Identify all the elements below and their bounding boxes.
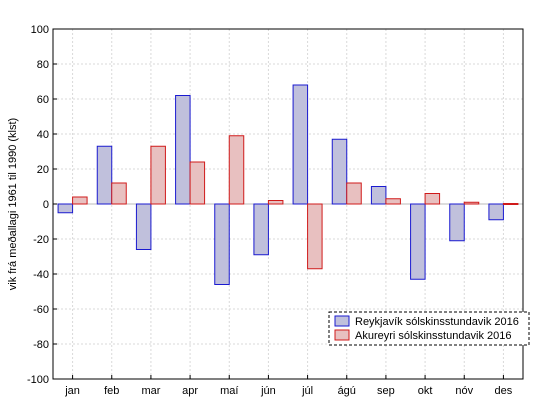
y-tick-label: -80 bbox=[33, 339, 49, 351]
x-tick-label-apr: apr bbox=[182, 385, 198, 397]
bar-series2-júl bbox=[307, 203, 323, 270]
bar-series2-sep bbox=[385, 198, 401, 205]
x-tick-label-okt: okt bbox=[418, 385, 433, 397]
x-tick-label-feb: feb bbox=[104, 385, 119, 397]
bar-series1-feb bbox=[96, 145, 113, 205]
bar-series2-jan bbox=[72, 196, 88, 205]
bar-series2-okt bbox=[424, 193, 441, 205]
x-tick-label-júl: júl bbox=[301, 385, 313, 397]
bar-series1-ágú bbox=[331, 138, 348, 205]
bar-series2-apr bbox=[189, 161, 206, 205]
bar-series2-maí bbox=[228, 135, 245, 205]
legend: Reykjavík sólskinsstundavik 2016 Akureyri… bbox=[328, 311, 530, 346]
tick-layer: -100 -80 -60 -40 -20 0 20 40 60 80 100 jan feb mar apr… bbox=[27, 24, 513, 397]
bar-series1-mar bbox=[135, 203, 152, 250]
x-tick-label-jan: jan bbox=[64, 385, 80, 397]
bar-series1-nóv bbox=[449, 203, 465, 242]
legend-label-series1: Reykjavík sólskinsstundavik 2016 bbox=[355, 316, 519, 328]
y-axis-label: vik frá meðallagi 1961 til 1990 (klst) bbox=[7, 118, 19, 290]
bar-series1-apr bbox=[175, 95, 191, 205]
x-tick-label-nóv: nóv bbox=[455, 385, 473, 397]
bar-series1-maí bbox=[214, 203, 230, 285]
bar-series1-júl bbox=[292, 84, 309, 205]
bar-series2-ágú bbox=[346, 182, 362, 205]
bar-series1-okt bbox=[410, 203, 426, 280]
y-tick-label: 0 bbox=[43, 199, 49, 211]
legend-swatch-series1 bbox=[334, 315, 350, 327]
bar-series1-sep bbox=[370, 186, 387, 205]
y-tick-label: 100 bbox=[31, 24, 49, 36]
y-tick-label: -20 bbox=[33, 234, 49, 246]
x-tick-label-ágú: ágú bbox=[338, 385, 356, 397]
bar-series2-mar bbox=[150, 145, 166, 205]
x-tick-label-mar: mar bbox=[141, 385, 160, 397]
legend-swatch-series2 bbox=[334, 329, 350, 341]
x-tick-label-jún: jún bbox=[260, 385, 276, 397]
y-tick-label: -60 bbox=[33, 304, 49, 316]
bar-series2-feb bbox=[111, 182, 127, 205]
legend-label-series2: Akureyri sólskinsstundavik 2016 bbox=[355, 330, 512, 342]
bar-series1-des bbox=[488, 203, 504, 221]
y-tick-label: 20 bbox=[37, 164, 49, 176]
y-tick-label: 80 bbox=[37, 59, 49, 71]
bar-series1-jún bbox=[253, 203, 269, 256]
legend-box bbox=[328, 311, 530, 346]
x-tick-label-sep: sep bbox=[377, 385, 395, 397]
bar-series2-nóv bbox=[463, 201, 480, 205]
bar-series1-jan bbox=[57, 203, 74, 214]
y-tick-label: 60 bbox=[37, 94, 49, 106]
y-tick-label: -40 bbox=[33, 269, 49, 281]
x-tick-label-maí: maí bbox=[220, 385, 238, 397]
y-tick-label: -100 bbox=[27, 374, 49, 386]
bar-layer bbox=[57, 84, 519, 285]
y-tick-label: 40 bbox=[37, 129, 49, 141]
bar-series2-jún bbox=[267, 200, 284, 205]
x-tick-label-des: des bbox=[495, 385, 513, 397]
bar-series2-des bbox=[502, 203, 519, 205]
